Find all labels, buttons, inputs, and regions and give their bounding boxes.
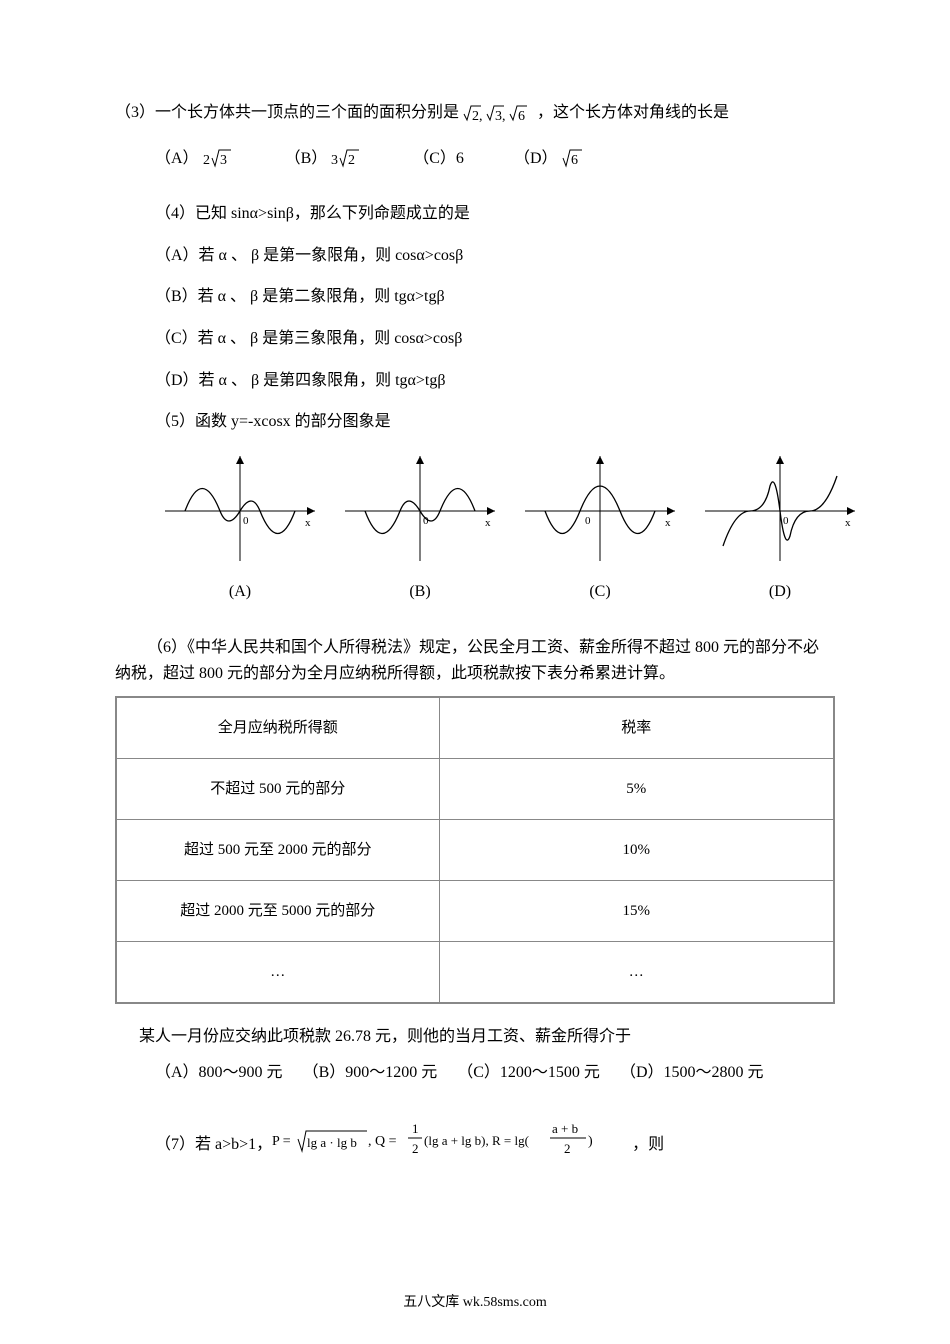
svg-text:2: 2 <box>412 1141 419 1156</box>
svg-text:x: x <box>665 517 671 529</box>
q3-option-d: （D） 6 <box>514 146 586 172</box>
question-6-line2: 纳税，超过 800 元的部分为全月应纳税所得额，此项税款按下表分希累进计算。 <box>115 661 835 687</box>
svg-text:, Q =: , Q = <box>368 1134 397 1149</box>
svg-text:a + b: a + b <box>552 1121 578 1136</box>
svg-text:0: 0 <box>783 515 789 527</box>
tax-table: 全月应纳税所得额税率不超过 500 元的部分5%超过 500 元至 2000 元… <box>115 696 835 1004</box>
q5-graphs: 0 x (A) 0 x (B) 0 x (C) <box>155 451 815 605</box>
svg-text:6: 6 <box>571 153 578 168</box>
q6-option-d: （D）1500～2800 元 <box>620 1060 764 1086</box>
q7-formula-svg: P = lg a · lg b , Q = 1 2 (lg a + lg b),… <box>272 1115 632 1157</box>
tax-cell: 10% <box>439 820 834 881</box>
page-footer: 五八文库 wk.58sms.com <box>0 1292 950 1314</box>
svg-text:1: 1 <box>412 1121 419 1136</box>
q6-options: （A）800～900 元 （B）900～1200 元 （C）1200～1500 … <box>155 1060 835 1086</box>
svg-text:x: x <box>845 517 851 529</box>
q3-option-b: （B） 3 2 <box>285 146 364 172</box>
tax-header-cell: 税率 <box>439 697 834 759</box>
svg-text:2: 2 <box>348 153 355 168</box>
q3-option-a: （A） 2 3 <box>155 146 235 172</box>
graph-b: 0 x (B) <box>335 451 505 605</box>
svg-text:): ) <box>588 1134 593 1149</box>
graph-a: 0 x (A) <box>155 451 325 605</box>
graph-d: 0 x (D) <box>695 451 865 605</box>
graph-d-label: (D) <box>695 579 865 605</box>
sqrt6-icon: 6 <box>562 148 586 170</box>
question-7: （7）若 a>b>1， P = lg a · lg b , Q = 1 2 (l… <box>155 1115 835 1157</box>
graph-c-label: (C) <box>515 579 685 605</box>
svg-text:x: x <box>485 517 491 529</box>
question-5: （5）函数 y=-xcosx 的部分图象是 <box>155 409 835 435</box>
svg-text:0: 0 <box>243 515 249 527</box>
tax-cell: 15% <box>439 881 834 942</box>
q7-formula: P = lg a · lg b , Q = 1 2 (lg a + lg b),… <box>272 1115 632 1157</box>
q3-expr: 2, 3, 6 <box>463 104 537 121</box>
svg-text:3: 3 <box>331 153 338 168</box>
tax-cell: … <box>439 942 834 1004</box>
two-sqrt3-icon: 2 3 <box>203 148 235 170</box>
question-4: （4）已知 sinα>sinβ，那么下列命题成立的是 <box>155 201 835 227</box>
q4-option-c: （C）若 α 、 β 是第三象限角，则 cosα>cosβ <box>155 326 835 352</box>
q4-option-a: （A）若 α 、 β 是第一象限角，则 cosα>cosβ <box>155 243 835 269</box>
q6-option-c: （C）1200～1500 元 <box>457 1060 600 1086</box>
tax-cell: 超过 500 元至 2000 元的部分 <box>116 820 439 881</box>
tax-cell: 超过 2000 元至 5000 元的部分 <box>116 881 439 942</box>
svg-text:(lg a + lg b), R = lg(: (lg a + lg b), R = lg( <box>424 1133 529 1148</box>
svg-text:2,: 2, <box>472 109 483 124</box>
q7-prefix: （7）若 a>b>1， <box>155 1132 272 1158</box>
q4-option-b: （B）若 α 、 β 是第二象限角，则 tgα>tgβ <box>155 284 835 310</box>
svg-text:3,: 3, <box>495 109 506 124</box>
graph-c: 0 x (C) <box>515 451 685 605</box>
tax-cell: … <box>116 942 439 1004</box>
q3-option-c: （C）6 <box>413 146 464 172</box>
question-6-line1: （6）《中华人民共和国个人所得税法》规定，公民全月工资、薪金所得不超过 800 … <box>115 635 835 661</box>
svg-text:2: 2 <box>203 153 210 168</box>
three-sqrt2-icon: 3 2 <box>331 148 363 170</box>
q3-text-after: ，这个长方体对角线的长是 <box>537 104 729 121</box>
graph-c-svg: 0 x <box>515 451 685 571</box>
graph-b-label: (B) <box>335 579 505 605</box>
q3-options: （A） 2 3 （B） 3 2 （C）6 （D） 6 <box>155 146 835 172</box>
svg-text:P =: P = <box>272 1134 291 1149</box>
q6-option-a: （A）800～900 元 <box>155 1060 283 1086</box>
q6-sentence-after: 某人一月份应交纳此项税款 26.78 元，则他的当月工资、薪金所得介于 <box>115 1024 835 1050</box>
question-3: （3）一个长方体共一顶点的三个面的面积分别是 2, 3, 6 ，这个长方体对角线… <box>115 100 835 126</box>
q7-suffix: ，则 <box>632 1132 664 1158</box>
svg-text:3: 3 <box>220 153 227 168</box>
svg-text:0: 0 <box>585 515 591 527</box>
svg-text:2: 2 <box>564 1141 571 1156</box>
svg-text:6: 6 <box>518 109 525 124</box>
graph-a-svg: 0 x <box>155 451 325 571</box>
sqrt2-sqrt3-sqrt6: 2, 3, 6 <box>463 102 533 124</box>
q6-option-b: （B）900～1200 元 <box>303 1060 438 1086</box>
tax-cell: 5% <box>439 759 834 820</box>
graph-a-label: (A) <box>155 579 325 605</box>
tax-header-cell: 全月应纳税所得额 <box>116 697 439 759</box>
svg-text:lg a · lg b: lg a · lg b <box>307 1135 357 1150</box>
svg-text:x: x <box>305 517 311 529</box>
q4-option-d: （D）若 α 、 β 是第四象限角，则 tgα>tgβ <box>155 368 835 394</box>
q3-text: （3）一个长方体共一顶点的三个面的面积分别是 <box>115 104 463 121</box>
graph-d-svg: 0 x <box>695 451 865 571</box>
graph-b-svg: 0 x <box>335 451 505 571</box>
tax-cell: 不超过 500 元的部分 <box>116 759 439 820</box>
